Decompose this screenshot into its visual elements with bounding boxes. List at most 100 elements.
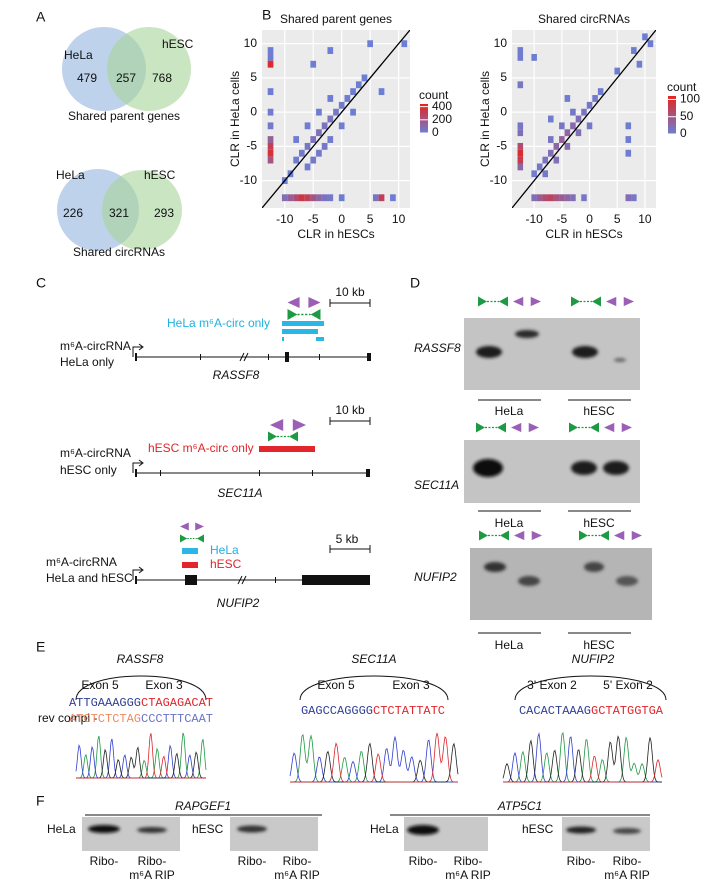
heat-cell: [327, 136, 334, 143]
primer-icon: [606, 296, 634, 307]
heat-cell: [338, 122, 345, 130]
axis-break: [239, 352, 249, 362]
heat-cell: [553, 142, 560, 150]
heat-cell: [401, 40, 408, 48]
exon: [185, 575, 197, 585]
color-bar: [420, 104, 428, 133]
heat-cell: [304, 163, 311, 171]
cell-label: HeLa: [370, 822, 399, 836]
gel-band: [476, 346, 502, 358]
heat-cell: [310, 194, 317, 202]
x-tick-label: 10: [638, 212, 652, 226]
gel-band: [616, 576, 638, 586]
heat-cell: [267, 88, 274, 96]
heat-cell: [642, 33, 648, 41]
primer-icon: [569, 422, 599, 433]
cell-label: hESC: [192, 822, 224, 836]
model-label: HeLa only: [60, 355, 114, 369]
gel-band: [407, 825, 439, 835]
heat-cell: [390, 194, 396, 202]
heat-cell: [548, 136, 554, 143]
heat-cell: [310, 156, 317, 164]
x-tick-label: -10: [525, 212, 543, 226]
primer-icon: [180, 533, 204, 544]
x-tick-label: -5: [308, 212, 319, 226]
heat-cell: [267, 60, 274, 68]
y-tick-label: 5: [500, 70, 507, 84]
heat-cell: [531, 53, 537, 61]
venn-label: HeLa: [64, 48, 93, 62]
heat-cell: [647, 40, 654, 48]
heat-cell: [614, 67, 620, 75]
heat-cell: [293, 136, 299, 143]
scale-label: 5 kb: [336, 532, 359, 546]
gene-model: m⁶A-circRNA hESC only 10 kb hESC m⁶A-cir…: [60, 403, 371, 500]
panel-label: A: [36, 9, 46, 25]
chromatogram-trace: [290, 732, 458, 783]
cell-label: hESC: [522, 822, 554, 836]
exon: [319, 354, 320, 360]
heat-cell: [310, 136, 317, 143]
heatmap: -10 -5 0 5 10 -10 -5 0 5 10 Shared parent genes CLR…: [228, 12, 452, 241]
chromatogram-trace: [502, 735, 662, 783]
venn-caption: Shared parent genes: [68, 109, 180, 123]
heat-cell: [316, 194, 322, 202]
circ-label: HeLa m⁶A-circ only: [167, 316, 270, 330]
heat-cell: [517, 149, 524, 157]
group-label: HeLa: [495, 638, 524, 652]
exon-label: 3' Exon 2: [527, 678, 577, 692]
circ-bar: [182, 548, 198, 554]
circ-bar: [259, 446, 315, 452]
diagonal-line: [262, 30, 410, 208]
x-tick-label: 5: [367, 212, 374, 226]
heat-cell: [355, 81, 362, 89]
x-tick-label: 10: [392, 212, 406, 226]
heat-cell: [350, 108, 356, 116]
gel-band: [571, 461, 597, 475]
heat-cell: [581, 108, 587, 116]
sequence: GAGCCAGGGGCTCTATTATC: [301, 704, 445, 718]
gel-band: [518, 576, 540, 586]
group-label: HeLa: [495, 404, 524, 418]
y-tick-label: 5: [250, 70, 257, 84]
seq-gene: RASSF8: [117, 652, 164, 666]
primer-icon: [268, 431, 298, 442]
gel-band: [137, 827, 167, 833]
y-tick-label: -5: [496, 139, 507, 153]
gel-band: [584, 562, 604, 572]
seq-part: GAGCCAGGGG: [301, 704, 373, 718]
heat-cell: [344, 95, 351, 102]
exon: [135, 469, 137, 477]
group-label: HeLa: [495, 516, 524, 530]
heat-cell: [267, 142, 274, 150]
panel-label: C: [36, 275, 46, 291]
primer-icon: [579, 530, 609, 541]
heat-cell: [267, 122, 274, 130]
gel-gene: SEC11A: [414, 478, 459, 492]
heat-cell: [575, 129, 582, 137]
heat-cell: [631, 194, 637, 202]
circ-bar: [182, 562, 198, 568]
exon: [367, 353, 371, 361]
circ-label: hESC m⁶A-circ only: [148, 441, 254, 455]
primer-icon: [604, 422, 632, 433]
exon: [285, 352, 289, 362]
seq-part: GCTATGGTGA: [591, 704, 664, 718]
exon-label: 5' Exon 2: [603, 678, 653, 692]
heat-cell: [564, 129, 571, 137]
gel-band: [484, 562, 506, 572]
primer-icon: [511, 422, 539, 433]
lane-label: Ribo-: [90, 854, 119, 868]
heat-cell: [373, 194, 379, 202]
heat-cell: [299, 194, 305, 202]
lane-label: Ribo-: [138, 854, 167, 868]
legend-title: count: [419, 88, 449, 102]
heat-cell: [327, 47, 334, 54]
heat-cell: [570, 194, 576, 202]
x-tick-label: 0: [586, 212, 593, 226]
seq-part: CTCTATTATC: [373, 704, 445, 718]
exon-label: Exon 3: [392, 678, 430, 692]
circ-bar: [282, 337, 284, 341]
heat-cell: [542, 194, 548, 202]
chart-title: Shared parent genes: [280, 12, 392, 26]
